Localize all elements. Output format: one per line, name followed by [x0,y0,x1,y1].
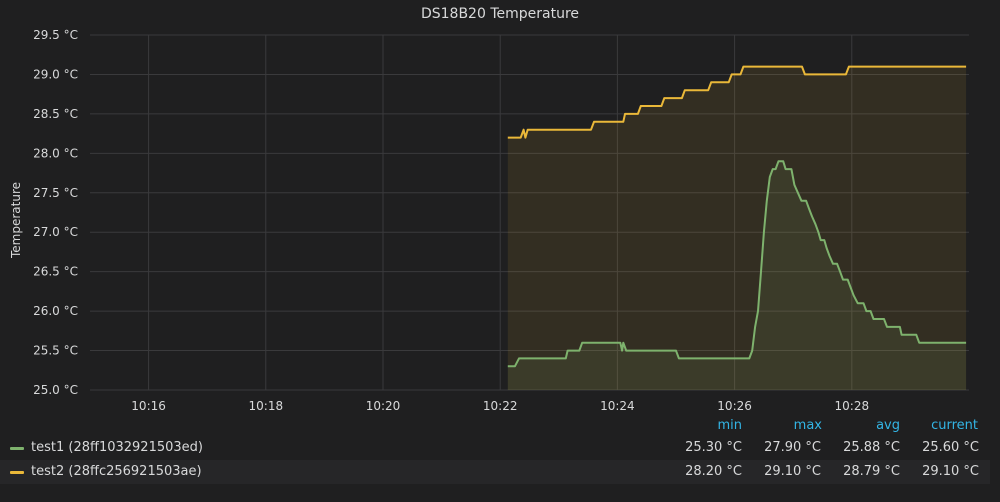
series-area-2 [507,66,967,390]
legend-max: 29.10 °C [764,464,821,479]
y-tick-label: 26.5 °C [33,265,78,279]
legend-current: 29.10 °C [922,464,979,479]
y-tick-label: 25.0 °C [33,383,78,397]
x-tick-label: 10:24 [600,399,635,413]
legend-current: 25.60 °C [922,440,979,455]
legend-min: 25.30 °C [685,440,742,455]
y-tick-label: 29.0 °C [33,67,78,81]
y-tick-label: 25.5 °C [33,344,78,358]
panel-title[interactable]: DS18B20 Temperature [420,6,580,22]
series-area-1 [507,161,967,390]
x-axis: 10:16 10:18 10:20 10:22 10:24 10:26 10:28 [131,399,869,413]
legend-header-min[interactable]: min [717,418,742,433]
y-tick-label: 28.5 °C [33,107,78,121]
legend-avg: 25.88 °C [843,440,900,455]
legend-series-name[interactable]: test2 (28ffc256921503ae) [31,464,202,479]
y-tick-label: 27.0 °C [33,225,78,239]
x-tick-label: 10:18 [249,399,284,413]
legend-header: min max avg current [0,418,1000,436]
legend-row-test1[interactable]: test1 (28ff1032921503ed) 25.30 °C 27.90 … [0,436,990,460]
legend-series-name[interactable]: test1 (28ff1032921503ed) [31,440,203,455]
y-axis-label: Temperature [9,182,23,259]
series-lines[interactable] [507,65,967,368]
legend-header-avg[interactable]: avg [876,418,900,433]
series-fills [507,66,967,390]
x-tick-label: 10:16 [131,399,166,413]
legend-swatch-test2[interactable] [10,471,24,474]
x-tick-label: 10:26 [717,399,752,413]
y-axis: 25.0 °C 25.5 °C 26.0 °C 26.5 °C 27.0 °C 27.5 … [33,28,78,397]
chart-svg: 25.0 °C 25.5 °C 26.0 °C 26.5 °C 27.0 °C 27.5 … [9,28,969,413]
legend-swatch-test1[interactable] [10,447,24,450]
x-tick-label: 10:28 [835,399,870,413]
legend-min: 28.20 °C [685,464,742,479]
legend-max: 27.90 °C [764,440,821,455]
legend-header-current[interactable]: current [931,418,978,433]
y-tick-label: 26.0 °C [33,304,78,318]
x-tick-label: 10:22 [483,399,518,413]
legend-avg: 28.79 °C [843,464,900,479]
series-line-2[interactable] [507,65,967,139]
y-tick-label: 28.0 °C [33,146,78,160]
series-line-1[interactable] [507,160,967,368]
grid [90,34,969,391]
y-tick-label: 29.5 °C [33,28,78,42]
x-tick-label: 10:20 [366,399,401,413]
y-tick-label: 27.5 °C [33,186,78,200]
legend-header-max[interactable]: max [793,418,822,433]
legend-row-test2[interactable]: test2 (28ffc256921503ae) 28.20 °C 29.10 … [0,460,990,484]
